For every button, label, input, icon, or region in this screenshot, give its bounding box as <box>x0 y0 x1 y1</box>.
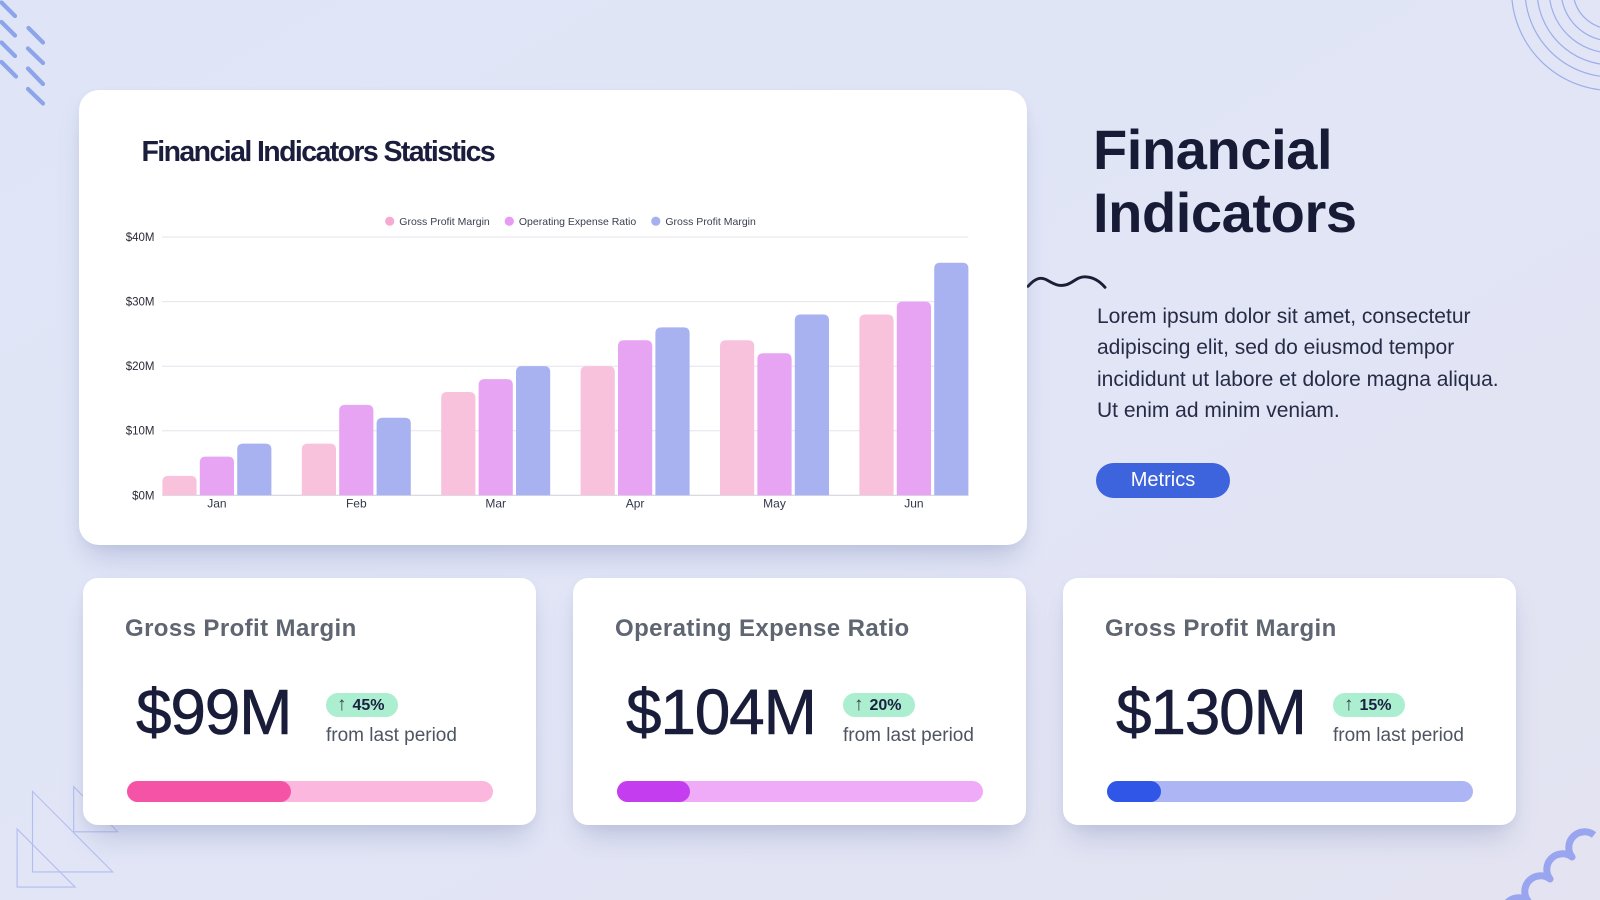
svg-text:$30M: $30M <box>126 297 155 309</box>
svg-text:Mar: Mar <box>485 497 506 511</box>
svg-text:Jun: Jun <box>904 497 923 511</box>
svg-text:Feb: Feb <box>346 497 367 511</box>
svg-text:$40M: $40M <box>126 232 155 244</box>
svg-text:May: May <box>763 497 786 511</box>
svg-text:Jan: Jan <box>207 497 226 511</box>
svg-text:$0M: $0M <box>132 490 154 502</box>
svg-text:Gross Profit Margin: Gross Profit Margin <box>665 216 756 228</box>
svg-text:Apr: Apr <box>626 497 645 511</box>
svg-text:$10M: $10M <box>126 426 155 438</box>
svg-text:Operating Expense Ratio: Operating Expense Ratio <box>519 216 636 228</box>
svg-text:Gross Profit Margin: Gross Profit Margin <box>399 216 490 228</box>
svg-text:$20M: $20M <box>126 361 155 373</box>
